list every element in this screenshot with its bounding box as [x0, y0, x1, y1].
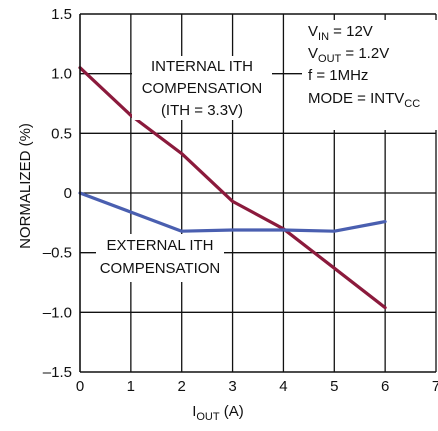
series-lines — [78, 66, 387, 310]
plot-frame — [79, 13, 436, 373]
svg-text:COMPENSATION: COMPENSATION — [142, 80, 263, 97]
internal-compensation-line — [78, 66, 387, 310]
svg-text:f = 1MHz: f = 1MHz — [308, 67, 368, 84]
x-tick-label: 4 — [279, 378, 287, 395]
x-tick-label: 5 — [330, 378, 338, 395]
x-tick-label: 3 — [228, 378, 236, 395]
external-compensation-label: EXTERNAL ITH COMPENSATION — [100, 237, 221, 277]
x-tick-label: 2 — [178, 378, 186, 395]
x-tick-label: 1 — [127, 378, 135, 395]
x-tick-label: 0 — [76, 378, 84, 395]
y-tick-label: –0.5 — [43, 245, 72, 262]
test-conditions: VIN = 12V VOUT = 1.2V f = 1MHz MODE = IN… — [308, 23, 420, 110]
y-tick-label: 0 — [64, 185, 72, 202]
svg-text:(ITH = 3.3V): (ITH = 3.3V) — [161, 102, 243, 119]
y-tick-label: 0.5 — [51, 125, 72, 142]
y-tick-label: –1.0 — [43, 304, 72, 321]
y-tick-label: 1.5 — [51, 6, 72, 23]
x-axis-label: IOUT (A) — [192, 403, 244, 423]
external-annotation-bg — [96, 234, 224, 282]
svg-text:VOUT = 1.2V: VOUT = 1.2V — [308, 45, 389, 65]
internal-annotation-bg — [132, 56, 272, 120]
x-tick-label: 6 — [381, 378, 389, 395]
external-compensation-line — [78, 191, 387, 233]
tick-labels: 0 1 2 3 4 5 6 7 1.5 1.0 0.5 0 –0.5 –1.0 –1.5 — [43, 6, 438, 395]
y-axis-label: NORMALIZED (%) — [17, 123, 34, 249]
svg-text:EXTERNAL ITH: EXTERNAL ITH — [107, 237, 214, 254]
y-tick-label: –1.5 — [43, 364, 72, 381]
svg-text:MODE = INTVCC: MODE = INTVCC — [308, 90, 420, 110]
svg-text:COMPENSATION: COMPENSATION — [100, 260, 221, 277]
svg-text:VIN = 12V: VIN = 12V — [308, 23, 373, 43]
conditions-annotation-bg — [302, 20, 438, 130]
y-tick-label: 1.0 — [51, 66, 72, 83]
x-tick-label: 7 — [432, 378, 438, 395]
svg-text:INTERNAL ITH: INTERNAL ITH — [151, 58, 253, 75]
internal-compensation-label: INTERNAL ITH COMPENSATION (ITH = 3.3V) — [142, 58, 263, 119]
